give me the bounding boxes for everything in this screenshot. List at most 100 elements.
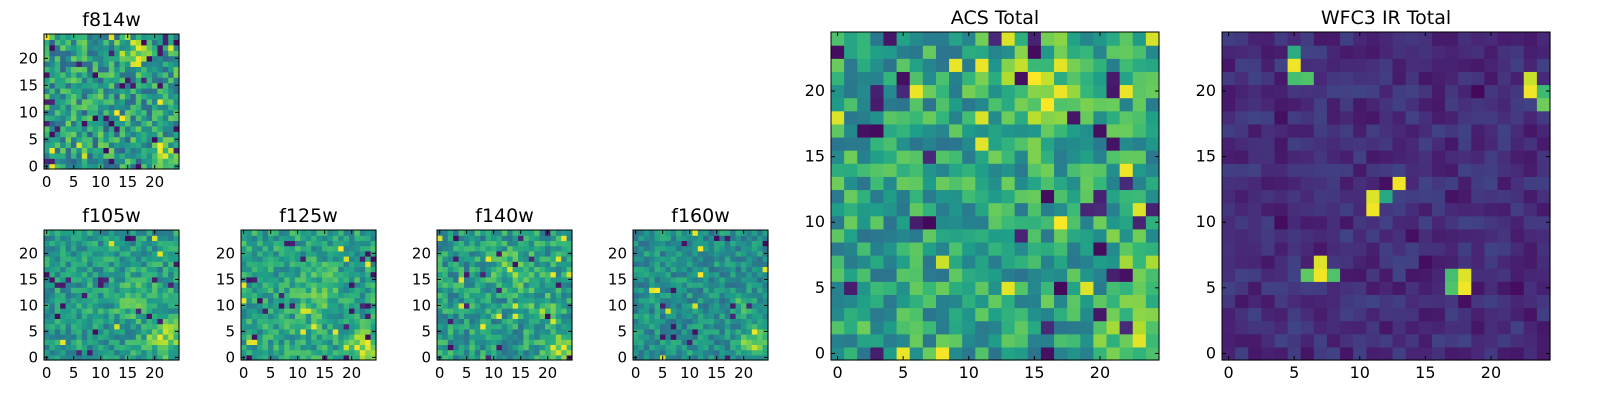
heatmap-cell	[534, 297, 541, 304]
heatmap-cell	[49, 308, 56, 314]
heatmap-cell	[157, 287, 164, 293]
heatmap-cell	[458, 302, 465, 309]
heatmap-cell	[1340, 202, 1354, 217]
heatmap-cell	[1353, 110, 1367, 125]
heatmap-cell	[507, 302, 514, 309]
heatmap-cell	[1027, 71, 1042, 86]
heatmap-cell	[453, 276, 460, 283]
heatmap-cell	[1287, 241, 1302, 256]
heatmap-cell	[278, 302, 285, 309]
axes-frame	[632, 229, 769, 361]
heatmap-cell	[1458, 58, 1472, 72]
heatmap-cell	[870, 346, 885, 361]
heatmap-cell	[735, 349, 742, 356]
heatmap-cell	[453, 344, 460, 351]
heatmap-cell	[746, 349, 753, 356]
heatmap-cell	[975, 163, 990, 177]
heatmap-cell	[633, 271, 639, 278]
heatmap-cell	[1132, 268, 1147, 282]
heatmap-cell	[1067, 346, 1081, 361]
heatmap-cell	[108, 77, 115, 84]
heatmap-cell	[1106, 71, 1121, 86]
heatmap-cell	[1027, 176, 1042, 191]
heatmap-cell	[757, 282, 764, 288]
heatmap-cell	[162, 39, 169, 46]
heatmap-cell	[108, 147, 115, 154]
heatmap-cell	[1119, 123, 1134, 138]
heatmap-cell	[735, 292, 742, 299]
heatmap-cell	[295, 313, 301, 319]
heatmap-cell	[447, 344, 454, 351]
heatmap-cell	[643, 339, 650, 345]
heatmap-cell	[949, 255, 963, 269]
heatmap-cell	[857, 71, 871, 86]
heatmap-cell	[316, 256, 323, 262]
heatmap-cell	[60, 266, 67, 273]
heatmap-cell	[751, 334, 758, 340]
heatmap-cell	[708, 308, 715, 314]
heatmap-cell	[545, 282, 551, 288]
heatmap-cell	[447, 349, 454, 356]
heatmap-cell	[359, 282, 366, 288]
heatmap-cell	[638, 334, 645, 340]
heatmap-cell	[141, 55, 148, 62]
axes-frame	[43, 33, 180, 170]
heatmap-cell	[1119, 97, 1134, 112]
heatmap-cell	[714, 287, 720, 293]
heatmap-cell	[173, 142, 180, 148]
heatmap-cell	[1366, 176, 1381, 191]
heatmap-cell	[173, 61, 180, 67]
heatmap-cell	[81, 66, 88, 73]
heatmap-cell	[1001, 281, 1016, 295]
heatmap-cell	[523, 292, 530, 299]
heatmap-cell	[975, 346, 990, 361]
heatmap-cell	[1261, 176, 1276, 191]
heatmap-cell	[1405, 346, 1420, 361]
heatmap-cell	[273, 287, 280, 293]
heatmap-cell	[273, 297, 280, 304]
heatmap-cell	[962, 176, 976, 191]
heatmap-cell	[284, 308, 291, 314]
heatmap-cell	[909, 136, 924, 151]
heatmap-cell	[152, 256, 158, 262]
heatmap-cell	[135, 282, 142, 288]
heatmap-cell	[1287, 84, 1302, 99]
heatmap-cell	[65, 230, 72, 236]
heatmap-cell	[1313, 228, 1328, 243]
heatmap-cell	[491, 287, 497, 293]
heatmap-cell	[1392, 202, 1407, 217]
heatmap-cell	[168, 163, 175, 170]
heatmap-cell	[300, 266, 307, 273]
heatmap-cell	[687, 349, 693, 356]
heatmap-cell	[730, 240, 737, 247]
heatmap-cell	[555, 328, 562, 335]
heatmap-cell	[1510, 163, 1525, 177]
heatmap-cell	[1326, 281, 1341, 295]
heatmap-cell	[1366, 202, 1381, 217]
heatmap-cell	[1014, 320, 1029, 335]
heatmap-cell	[87, 66, 94, 73]
heatmap-cell	[1497, 268, 1512, 282]
heatmap-cell	[633, 282, 639, 288]
heatmap-cell	[1080, 123, 1094, 138]
heatmap-cell	[1248, 123, 1262, 138]
heatmap-cell	[1497, 294, 1512, 309]
x-tick-label: 5	[1289, 363, 1299, 382]
heatmap-cell	[103, 120, 110, 127]
heatmap-cell	[670, 282, 677, 288]
heatmap-cell	[54, 339, 61, 345]
heatmap-cell	[152, 245, 158, 252]
heatmap-cell	[1471, 320, 1485, 335]
heatmap-cell	[1014, 215, 1029, 230]
heatmap-cell	[1014, 163, 1029, 177]
heatmap-cell	[561, 271, 568, 278]
heatmap-cell	[1145, 294, 1160, 309]
heatmap-cell	[119, 245, 126, 252]
heatmap-cell	[146, 152, 153, 159]
heatmap-cell	[539, 334, 546, 340]
heatmap-cell	[485, 334, 492, 340]
x-tick-label: 0	[832, 363, 842, 382]
heatmap-cell	[437, 323, 443, 330]
